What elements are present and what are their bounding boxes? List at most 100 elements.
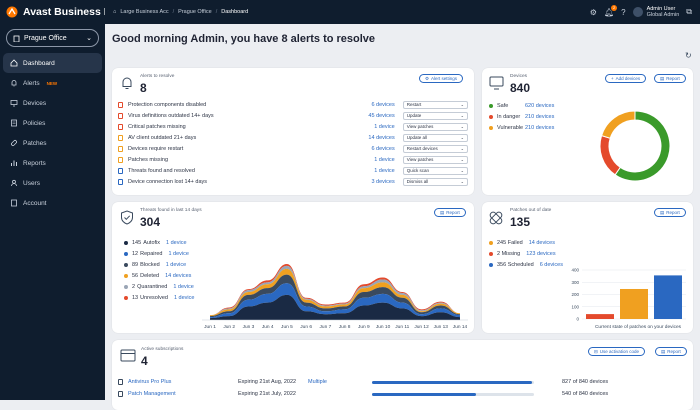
- alert-settings-button[interactable]: ⚙ Alert settings: [419, 74, 464, 83]
- sidebar-item-account[interactable]: Account: [3, 193, 102, 213]
- threat-count: 13: [132, 294, 139, 301]
- threat-count: 145: [132, 239, 142, 246]
- threat-label: Repaired: [140, 250, 163, 257]
- x-tick-label: Jun 7: [320, 324, 332, 330]
- report-label: Report: [446, 210, 460, 215]
- device-status-link[interactable]: 210 devices: [525, 113, 555, 120]
- threat-label: Deleted: [140, 272, 160, 279]
- threat-devices-link[interactable]: 1 device: [166, 239, 187, 246]
- patch-devices-link[interactable]: 14 devices: [528, 239, 555, 246]
- alert-action-select[interactable]: Restart devices ⌄: [402, 144, 469, 153]
- threat-row: 145 Autofix 1 device: [124, 237, 194, 248]
- x-tick-label: Jun 13: [434, 324, 449, 330]
- threat-row: 89 Blocked 1 device: [124, 259, 194, 270]
- alert-action-select[interactable]: Dismiss all ⌄: [402, 177, 469, 186]
- alert-devices-link[interactable]: 6 devices: [371, 145, 395, 152]
- alert-action-select[interactable]: View patches ⌄: [402, 155, 469, 164]
- alert-severity-icon: [118, 134, 123, 141]
- x-tick-label: Jun 5: [281, 324, 293, 330]
- patch-label: 356 Scheduled: [497, 261, 534, 268]
- subscription-name-link[interactable]: Antivirus Pro Plus: [128, 379, 172, 385]
- alert-devices-link[interactable]: 45 devices: [368, 112, 395, 119]
- add-devices-button[interactable]: + Add devices: [605, 74, 647, 83]
- threat-devices-link[interactable]: 1 device: [173, 294, 195, 301]
- device-status-link[interactable]: 620 devices: [525, 102, 555, 109]
- threat-devices-link[interactable]: 1 device: [165, 261, 187, 268]
- subscriptions-report-button[interactable]: ▤ Report: [655, 347, 687, 356]
- alert-devices-link[interactable]: 1 device: [374, 123, 395, 130]
- chart-icon: [11, 160, 17, 166]
- refresh-icon[interactable]: ↻: [685, 51, 692, 60]
- alert-severity-icon: [118, 123, 123, 130]
- sidebar-item-policies[interactable]: Policies: [3, 113, 102, 133]
- area-series-quarantined: [210, 265, 460, 316]
- breadcrumb-item[interactable]: Large Business Acc: [120, 9, 169, 15]
- subscription-usage: 827 of 840 devices: [562, 379, 609, 385]
- help-icon[interactable]: ?: [621, 7, 626, 17]
- alert-row: Virus definitions outdated 14+ days 45 de…: [118, 110, 469, 121]
- sidebar-item-reports[interactable]: Reports: [3, 153, 102, 173]
- alert-devices-link[interactable]: 1 device: [374, 167, 395, 174]
- subscription-name-link[interactable]: Patch Management: [128, 391, 176, 397]
- alert-row: Threats found and resolved 1 device Quick …: [118, 165, 469, 176]
- alert-devices-link[interactable]: 3 devices: [371, 178, 395, 185]
- threat-devices-link[interactable]: 1 device: [168, 250, 189, 257]
- sidebar-item-users[interactable]: Users: [3, 173, 102, 193]
- alert-devices-link[interactable]: 14 devices: [368, 134, 395, 141]
- alert-devices-link[interactable]: 6 devices: [371, 101, 395, 108]
- breadcrumb-item[interactable]: Prague Office: [178, 9, 212, 15]
- threats-card: Threats found in last 14 days 304 ▤ Repor…: [112, 202, 474, 333]
- report-icon: ▤: [661, 348, 666, 354]
- external-link-icon[interactable]: ⧉: [686, 7, 692, 16]
- new-badge: NEW: [46, 80, 58, 86]
- alert-action-select[interactable]: Quick scan ⌄: [402, 166, 469, 175]
- alert-action-select[interactable]: Restart ⌄: [402, 100, 469, 109]
- patches-report-button[interactable]: ▤ Report: [654, 208, 686, 217]
- threat-count: 2: [132, 283, 136, 290]
- bell-icon: [11, 80, 17, 87]
- org-selector[interactable]: Prague Office ⌄: [6, 29, 99, 47]
- gear-icon[interactable]: ⚙: [589, 7, 597, 17]
- device-status-link[interactable]: 210 devices: [525, 124, 555, 131]
- home-icon[interactable]: ⌂: [113, 9, 117, 15]
- sidebar-item-patches[interactable]: Patches: [3, 133, 102, 153]
- patch-devices-link[interactable]: 123 devices: [526, 250, 556, 257]
- threat-row: 13 Unresolved 1 device: [124, 292, 194, 303]
- status-dot: [489, 114, 493, 119]
- alert-action-select[interactable]: Update all ⌄: [402, 133, 469, 142]
- area-series-deleted: [210, 268, 460, 317]
- sidebar-item-label: Users: [23, 179, 40, 187]
- subscription-multiple-link[interactable]: Multiple: [308, 379, 327, 385]
- status-dot: [124, 262, 128, 267]
- threat-devices-link[interactable]: 14 devices: [165, 272, 192, 279]
- alert-action-value: View patches: [406, 124, 434, 129]
- bell-icon: 🔔︎: [603, 7, 615, 17]
- subscription-usage: 540 of 840 devices: [562, 391, 609, 397]
- sidebar-item-devices[interactable]: Devices: [3, 93, 102, 113]
- alert-devices-link[interactable]: 1 device: [374, 156, 395, 163]
- user-name: Admin User: [646, 6, 676, 12]
- patch-icon: [11, 140, 17, 146]
- subscriptions-count: 4: [141, 354, 148, 368]
- patch-devices-link[interactable]: 6 devices: [539, 261, 563, 268]
- alert-action-select[interactable]: View patches ⌄: [402, 122, 469, 131]
- status-dot: [124, 273, 128, 278]
- alert-action-select[interactable]: Update ⌄: [402, 111, 469, 120]
- use-activation-code-button[interactable]: ⊟ Use activation code: [588, 347, 646, 356]
- alert-label: AV client outdated 21+ days: [127, 134, 197, 141]
- notifications-button[interactable]: 🔔︎ 2: [603, 4, 618, 17]
- sidebar-item-dashboard[interactable]: Dashboard: [3, 53, 102, 73]
- usage-bar-fill: [372, 380, 532, 384]
- notification-count: 2: [611, 4, 618, 11]
- user-menu[interactable]: Admin User Global Admin: [632, 6, 679, 18]
- devices-report-button[interactable]: ▤ Report: [654, 74, 686, 83]
- home-icon: [10, 59, 18, 67]
- threat-count: 56: [132, 272, 139, 279]
- threat-devices-link[interactable]: 1 device: [173, 283, 194, 290]
- sidebar: Avast Business Hub Prague Office ⌄ Dashb…: [0, 0, 124, 400]
- sidebar-item-alerts[interactable]: Alerts NEW: [3, 73, 102, 93]
- app-logo[interactable]: Avast Business Hub: [0, 0, 124, 24]
- y-tick-label: 400: [571, 268, 579, 273]
- threats-report-button[interactable]: ▤ Report: [434, 208, 466, 217]
- status-dot: [489, 103, 493, 108]
